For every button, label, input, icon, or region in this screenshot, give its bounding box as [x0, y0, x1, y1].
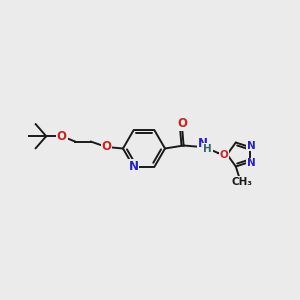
- Text: O: O: [101, 140, 112, 154]
- Text: O: O: [177, 117, 187, 130]
- Text: N: N: [247, 158, 256, 168]
- Text: O: O: [220, 149, 229, 160]
- Text: N: N: [197, 136, 208, 150]
- Text: H: H: [203, 143, 212, 154]
- Text: CH₃: CH₃: [231, 177, 252, 187]
- Text: O: O: [57, 130, 67, 143]
- Text: N: N: [128, 160, 139, 173]
- Text: N: N: [247, 141, 256, 151]
